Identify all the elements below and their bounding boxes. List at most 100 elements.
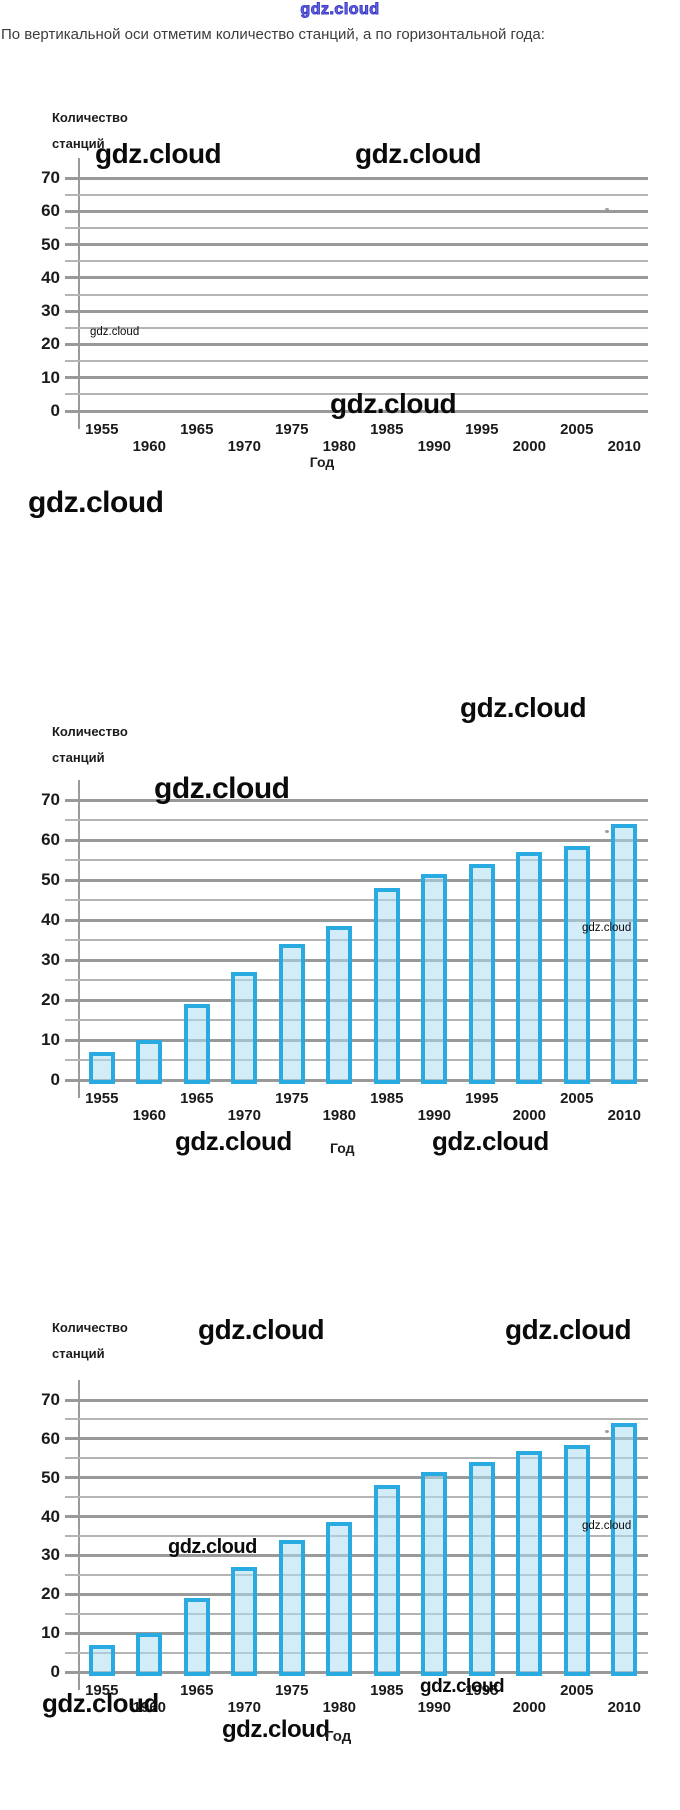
gridline	[65, 1631, 648, 1635]
gridline	[65, 409, 648, 413]
gridline	[65, 243, 648, 247]
gridline	[65, 798, 648, 802]
gridline	[65, 360, 648, 363]
x-tick-label: 2005	[560, 1090, 594, 1107]
gridline	[65, 1038, 648, 1042]
gridline	[65, 1651, 648, 1654]
bar-1975	[278, 944, 305, 1084]
watermark: gdz.cloud	[154, 772, 290, 805]
gridline	[65, 309, 648, 313]
x-tick-label: 1955	[85, 1090, 119, 1107]
bar-1955	[88, 1052, 115, 1084]
bar-1980	[326, 926, 353, 1084]
x-tick-label: 2000	[512, 1107, 546, 1124]
bar-1965	[183, 1004, 210, 1084]
watermark: gdz.cloud	[505, 1314, 632, 1345]
chart-empty-axes: 70 60 50 40 30 20 10 0 1955 1960 1965 1970 1975 1980 1…	[30, 98, 655, 480]
watermark: gdz.cloud	[90, 326, 140, 338]
x-tick-label: 2000	[512, 438, 546, 455]
gridline	[65, 176, 648, 180]
x-tick-label: 1990	[417, 438, 451, 455]
watermark: gdz.cloud	[420, 1676, 505, 1697]
gridline	[65, 1515, 648, 1519]
gridline	[65, 226, 648, 229]
y-tick-label: 60	[41, 830, 60, 849]
gridline	[65, 1476, 648, 1480]
y-axis-title-line2: станций	[52, 1346, 105, 1361]
chart-stations-bar-1: 70 60 50 40 30 20 10 0 1955 1960 1965 1970 1975 1980 1…	[30, 690, 655, 1172]
gridline	[65, 293, 648, 296]
y-tick-label: 0	[50, 1070, 60, 1089]
x-tick-label: 2010	[607, 438, 641, 455]
x-tick-label: 2005	[560, 421, 594, 438]
gridline	[65, 1670, 648, 1674]
gridline	[65, 1019, 648, 1021]
x-tick-label: 1965	[180, 1090, 214, 1107]
bar-1960	[136, 1040, 163, 1084]
y-tick-label: 60	[41, 201, 60, 221]
gridline	[65, 1592, 648, 1596]
gridline	[65, 838, 648, 842]
y-tick-label: 20	[41, 334, 60, 354]
x-tick-label: 2010	[607, 1699, 641, 1716]
gridline	[65, 859, 648, 861]
y-tick-label: 0	[50, 1662, 60, 1681]
x-tick-label: 1980	[322, 1107, 356, 1124]
gridline	[65, 1418, 648, 1421]
watermark: gdz.cloud	[355, 138, 482, 169]
site-watermark: gdz.cloud	[300, 1, 380, 19]
gridline	[65, 1535, 648, 1537]
x-tick-label: 1980	[322, 1699, 356, 1716]
x-tick-label: 1970	[227, 1699, 261, 1716]
y-tick-label: 30	[41, 301, 60, 321]
y-tick-label: 50	[41, 870, 60, 889]
watermark: gdz.cloud	[460, 692, 587, 723]
gridline	[65, 326, 648, 329]
watermark: gdz.cloud	[95, 138, 222, 169]
gridline	[65, 1612, 648, 1615]
y-tick-label: 0	[50, 401, 60, 420]
gridline	[65, 958, 648, 962]
y-tick-label: 20	[41, 1584, 60, 1604]
watermark: gdz.cloud	[330, 388, 457, 419]
bar-2010	[611, 1423, 638, 1676]
y-tick-label: 60	[41, 1428, 60, 1448]
plot-area: 70 60 50 40 30 20 10 0 1955 1960 1965 1970 1975 1980 1…	[30, 98, 655, 480]
watermark: gdz.cloud	[42, 1688, 159, 1718]
y-tick-label: 30	[41, 1545, 60, 1565]
y-tick-label: 10	[41, 367, 60, 387]
bar-2005	[563, 846, 590, 1084]
gridline	[65, 899, 648, 901]
gridline	[65, 209, 648, 213]
gridline	[65, 276, 648, 280]
x-tick-label: 1955	[85, 1682, 119, 1699]
task-text: По вертикальной оси отметим количество с…	[1, 26, 545, 43]
gridline	[65, 1496, 648, 1499]
x-tick-label: 1965	[180, 421, 214, 438]
x-tick-label: 1985	[370, 1682, 404, 1699]
x-tick-label: 1960	[132, 1699, 166, 1716]
x-tick-label: 1975	[275, 421, 309, 438]
chart-stations-bar-2: 70 60 50 40 30 20 10 0 1955 1960 1965 1970 1975 1980 1…	[30, 1300, 655, 1770]
dot-artifact	[605, 830, 609, 833]
x-axis-title: Год	[330, 1140, 355, 1156]
gridline	[65, 1457, 648, 1460]
y-axis-title-line1: Количество	[52, 724, 128, 739]
watermark: gdz.cloud	[175, 1126, 292, 1156]
watermark: gdz.cloud	[198, 1314, 325, 1345]
x-tick-label: 2010	[607, 1107, 641, 1124]
gridline	[65, 998, 648, 1002]
bar-1960	[136, 1633, 163, 1676]
watermark: gdz.cloud	[582, 1520, 632, 1532]
x-tick-label: 1970	[227, 438, 261, 455]
gridline	[65, 260, 648, 263]
y-tick-label: 70	[41, 1390, 60, 1409]
x-axis-title: Год	[325, 1728, 352, 1745]
x-tick-label: 2000	[512, 1699, 546, 1716]
gridline	[65, 878, 648, 882]
gridline	[65, 1059, 648, 1061]
gridline	[65, 1573, 648, 1576]
y-tick-label: 20	[41, 990, 60, 1009]
x-tick-label: 1985	[370, 421, 404, 438]
